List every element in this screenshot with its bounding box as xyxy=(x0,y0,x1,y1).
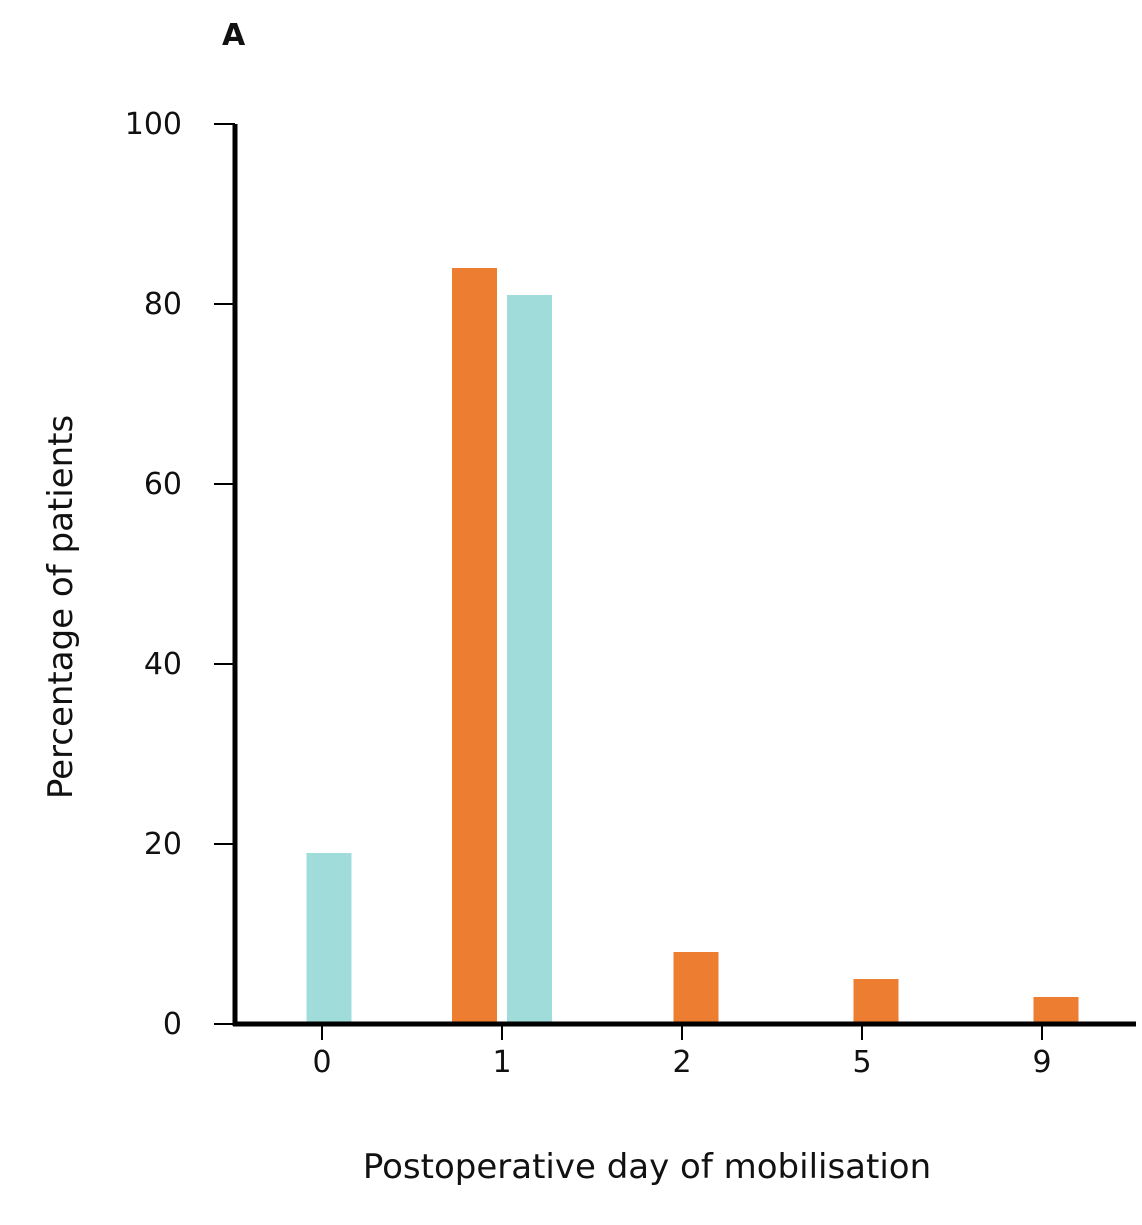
y-tick-label: 0 xyxy=(163,1007,182,1042)
y-tick-label: 80 xyxy=(144,287,182,322)
x-tick-label: 0 xyxy=(312,1045,331,1080)
x-tick-label: 1 xyxy=(492,1045,511,1080)
x-tick-label: 5 xyxy=(852,1045,871,1080)
y-axis-ticks: 0 20 40 60 80 100 xyxy=(125,107,235,1042)
bar-series-1 xyxy=(673,952,719,1024)
bar-series-2 xyxy=(507,295,552,1024)
bar-series-2 xyxy=(306,853,352,1024)
bars xyxy=(306,268,1079,1024)
x-axis-label: Postoperative day of mobilisation xyxy=(363,1147,931,1187)
y-tick-label: 60 xyxy=(144,467,182,502)
bar-series-1 xyxy=(1033,997,1079,1024)
y-axis-label: Percentage of patients xyxy=(41,415,81,799)
x-tick-label: 2 xyxy=(672,1045,691,1080)
bar-series-1 xyxy=(452,268,497,1024)
x-tick-label: 9 xyxy=(1032,1045,1051,1080)
y-tick-label: 40 xyxy=(144,647,182,682)
bar-series-1 xyxy=(853,979,899,1024)
y-tick-label: 100 xyxy=(125,107,182,142)
panel-label: A xyxy=(222,18,246,53)
x-axis-ticks: 0 1 2 5 9 xyxy=(312,1024,1052,1080)
y-tick-label: 20 xyxy=(144,827,182,862)
